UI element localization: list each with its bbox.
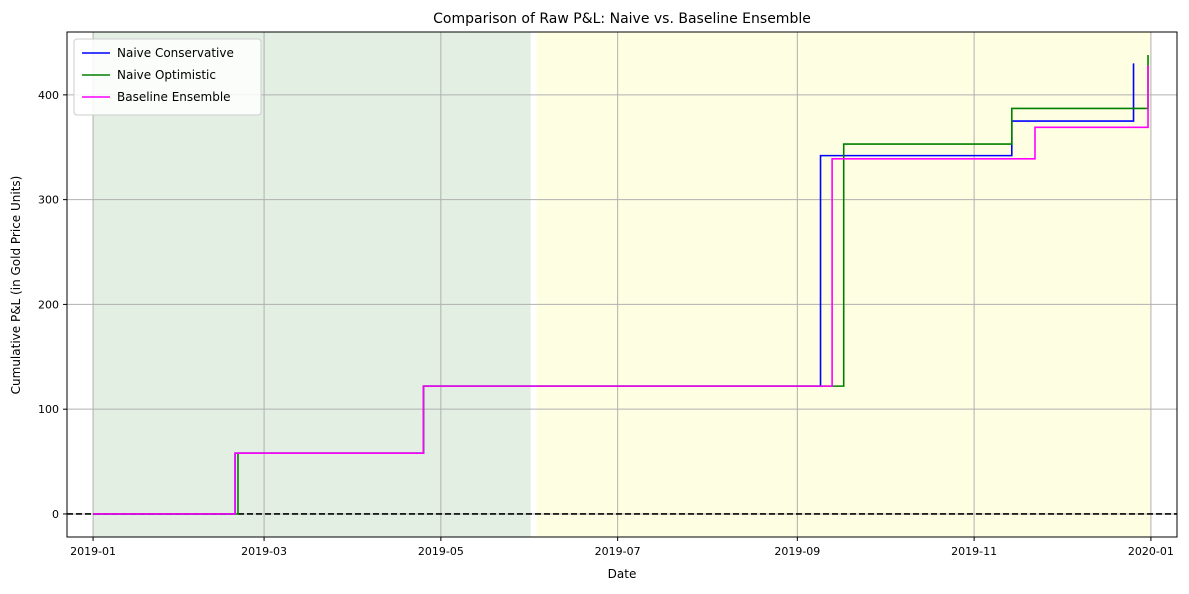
- x-tick-label: 2019-09: [774, 545, 820, 558]
- x-tick-label: 2019-07: [595, 545, 641, 558]
- legend-box: [73, 38, 262, 116]
- y-tick-label: 100: [38, 403, 59, 416]
- y-tick-label: 0: [52, 508, 59, 521]
- legend-label: Naive Optimistic: [117, 68, 216, 82]
- x-tick-label: 2019-01: [70, 545, 116, 558]
- x-axis-ticks: 2019-01 2019-03 2019-05 2019-07 2019-09 2019-…: [70, 537, 1174, 558]
- legend: Naive Conservative Naive Optimistic Baseli…: [73, 38, 262, 116]
- series-lines: [93, 55, 1149, 515]
- x-axis-label: Date: [608, 567, 637, 581]
- x-tick-label: 2020-01: [1128, 545, 1174, 558]
- x-tick-label: 2019-11: [951, 545, 997, 558]
- shaded-regions: [93, 32, 1151, 537]
- y-tick-label: 300: [38, 194, 59, 207]
- series-line-baseline-ensemble: [93, 65, 1149, 515]
- x-tick-label: 2019-05: [418, 545, 464, 558]
- y-tick-label: 400: [38, 89, 59, 102]
- x-tick-label: 2019-03: [241, 545, 287, 558]
- y-axis-ticks: 0 100 200 300 400: [38, 89, 67, 521]
- series-line-naive-optimistic: [93, 55, 1149, 515]
- plot-frame: [66, 31, 1178, 538]
- chart-title: Comparison of Raw P&L: Naive vs. Baselin…: [433, 11, 811, 27]
- y-tick-label: 200: [38, 298, 59, 311]
- legend-label: Baseline Ensemble: [117, 90, 231, 104]
- y-axis-label: Cumulative P&L (in Gold Price Units): [9, 176, 23, 395]
- legend-label: Naive Conservative: [117, 46, 234, 60]
